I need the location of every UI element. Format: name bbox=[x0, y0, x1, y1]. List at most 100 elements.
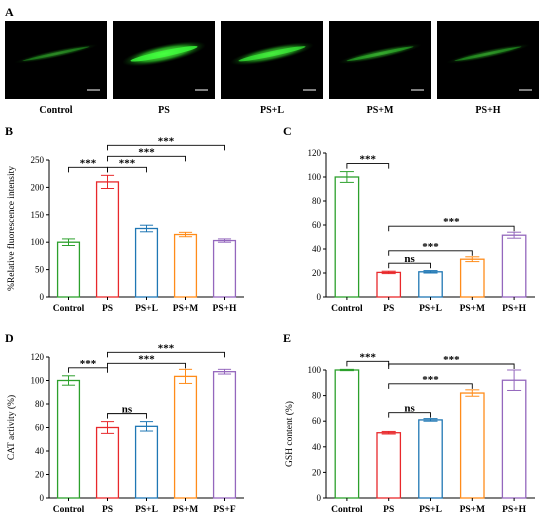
bar-ps-h bbox=[501, 234, 527, 298]
significance-label: *** bbox=[138, 146, 155, 158]
y-tick-label: 100 bbox=[31, 376, 45, 386]
y-tick-label: 100 bbox=[31, 237, 45, 247]
y-tick-label: 120 bbox=[308, 148, 322, 158]
y-tick-label: 0 bbox=[317, 493, 322, 503]
category-label: Control bbox=[331, 505, 363, 515]
bar-ps bbox=[376, 432, 402, 499]
y-axis-label: GSH content (%) bbox=[284, 401, 295, 467]
chart-panel-c: C 0 20 40 60 80 100 120 Control PS PS+L PS+M PS+H ***… bbox=[283, 124, 535, 314]
bar-control bbox=[56, 241, 81, 298]
category-label: PS bbox=[102, 505, 113, 515]
worm-core bbox=[238, 46, 306, 62]
significance-bracket bbox=[107, 144, 225, 151]
microscopy-row: Control PS PS+L PS+M PS+H bbox=[5, 21, 539, 116]
significance-label: *** bbox=[443, 354, 460, 366]
bar-ps-h bbox=[212, 239, 237, 298]
category-label: PS+H bbox=[502, 505, 526, 515]
category-label: PS+F bbox=[213, 505, 235, 515]
bar-ps-m bbox=[459, 258, 485, 298]
bar-ps bbox=[95, 181, 120, 298]
y-axis-label: CAT activity (%) bbox=[6, 395, 17, 460]
category-label: PS bbox=[383, 505, 394, 515]
y-tick-label: 60 bbox=[312, 416, 322, 426]
significance-label: *** bbox=[360, 351, 377, 363]
bar-control bbox=[334, 176, 360, 298]
bar-ps-m bbox=[459, 392, 485, 499]
micrograph-1 bbox=[113, 21, 215, 99]
micrograph-0 bbox=[5, 21, 107, 99]
y-tick-label: 40 bbox=[312, 244, 322, 254]
category-label: PS+M bbox=[173, 505, 198, 515]
y-tick-label: 40 bbox=[312, 442, 322, 452]
category-label: PS+M bbox=[460, 505, 485, 515]
worm-core bbox=[130, 45, 198, 62]
bar-ps-m bbox=[173, 233, 198, 298]
significance-bracket bbox=[107, 155, 186, 162]
significance-label: *** bbox=[119, 157, 136, 169]
panel-letter: C bbox=[283, 124, 292, 138]
category-label: PS+H bbox=[502, 304, 526, 314]
micrograph-label: PS+L bbox=[260, 105, 284, 116]
bar-ps-l bbox=[134, 227, 159, 298]
y-tick-label: 100 bbox=[308, 365, 322, 375]
panel-a-letter: A bbox=[5, 5, 14, 19]
bar-ps-l bbox=[418, 271, 443, 298]
y-tick-label: 80 bbox=[312, 196, 322, 206]
y-tick-label: 80 bbox=[312, 391, 322, 401]
significance-bracket bbox=[107, 413, 147, 419]
micrograph-label: Control bbox=[39, 105, 72, 116]
category-label: Control bbox=[53, 304, 85, 314]
category-label: Control bbox=[53, 505, 85, 515]
y-tick-label: 0 bbox=[40, 292, 45, 302]
significance-label: *** bbox=[80, 358, 97, 370]
micrograph-label: PS+M bbox=[367, 105, 394, 116]
y-tick-label: 40 bbox=[35, 446, 45, 456]
bar-ps bbox=[95, 426, 120, 499]
chart-panel-d: D 0 20 40 60 80 100 120 CAT activity (%) Control P… bbox=[5, 331, 244, 515]
micrograph-3 bbox=[329, 21, 431, 99]
y-tick-label: 200 bbox=[31, 182, 45, 192]
bar-ps-m bbox=[173, 375, 198, 499]
y-axis-label: %Relative fluorescence intensity bbox=[6, 166, 17, 291]
y-tick-label: 100 bbox=[308, 172, 322, 182]
panel-letter: D bbox=[5, 331, 14, 345]
significance-label: *** bbox=[158, 135, 175, 147]
chart-panel-e: E 0 20 40 60 80 100 GSH content (%) Control PS PS+… bbox=[283, 331, 535, 515]
y-tick-label: 80 bbox=[35, 399, 45, 409]
worm-fluorescence bbox=[446, 43, 530, 64]
worm-core bbox=[454, 46, 522, 62]
significance-bracket bbox=[107, 166, 147, 173]
category-label: PS+M bbox=[460, 304, 485, 314]
y-tick-label: 120 bbox=[31, 352, 45, 362]
significance-label: *** bbox=[360, 154, 377, 166]
significance-label: *** bbox=[158, 342, 175, 354]
bar-control bbox=[334, 369, 360, 499]
significance-bracket bbox=[107, 362, 186, 369]
category-label: PS+L bbox=[419, 505, 442, 515]
bar-ps-f bbox=[212, 371, 237, 499]
significance-label: ns bbox=[404, 403, 415, 415]
significance-bracket bbox=[388, 225, 515, 232]
y-tick-label: 150 bbox=[31, 210, 45, 220]
significance-bracket bbox=[388, 262, 431, 269]
y-tick-label: 250 bbox=[31, 155, 45, 165]
chart-panel-b: B 0 50 100 150 200 250 %Relative fluorescence i… bbox=[5, 124, 244, 314]
y-tick-label: 20 bbox=[312, 467, 322, 477]
bar-control bbox=[56, 379, 81, 499]
category-label: PS+H bbox=[213, 304, 237, 314]
y-tick-label: 0 bbox=[40, 493, 45, 503]
micrograph-4 bbox=[437, 21, 539, 99]
category-label: PS+L bbox=[135, 505, 158, 515]
bar-ps-l bbox=[134, 425, 159, 499]
worm-fluorescence bbox=[338, 43, 422, 64]
micrograph-label: PS+H bbox=[475, 105, 500, 116]
y-tick-label: 20 bbox=[312, 268, 322, 278]
micrograph-2 bbox=[221, 21, 323, 99]
y-tick-label: 50 bbox=[35, 265, 45, 275]
category-label: PS bbox=[383, 304, 394, 314]
significance-bracket bbox=[388, 412, 431, 418]
significance-label: ns bbox=[404, 253, 415, 265]
significance-bracket bbox=[388, 383, 473, 389]
bar-ps-l bbox=[418, 419, 443, 499]
significance-bracket bbox=[107, 351, 225, 358]
